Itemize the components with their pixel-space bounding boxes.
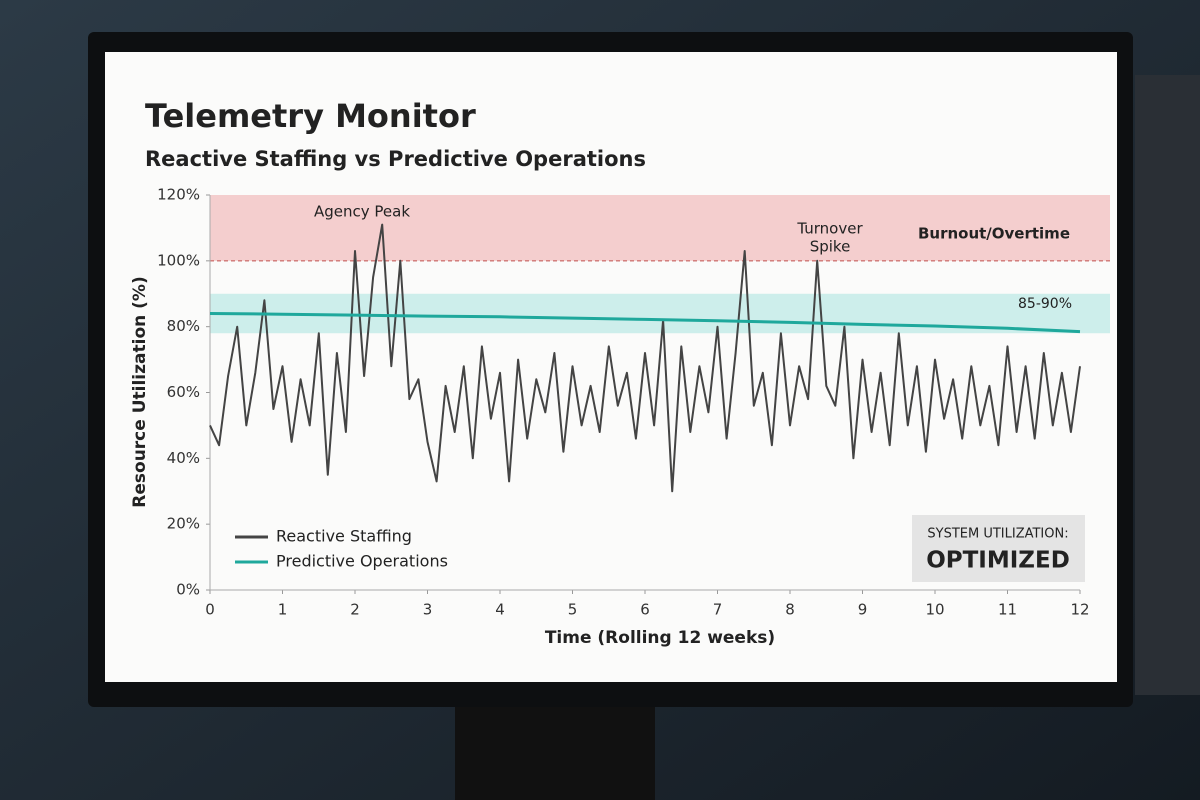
x-tick-label: 8 <box>785 601 795 619</box>
x-tick-label: 2 <box>350 601 360 619</box>
band <box>210 195 1110 261</box>
x-tick-label: 5 <box>568 601 578 619</box>
monitor-stand <box>455 690 655 800</box>
series-line <box>209 312 1081 334</box>
y-tick-label: 80% <box>167 317 200 335</box>
x-axis-label: Time (Rolling 12 weeks) <box>545 628 775 648</box>
band-label: 85-90% <box>1018 296 1072 312</box>
series-line <box>209 223 1081 493</box>
x-tick-label: 4 <box>495 601 505 619</box>
annotation: Agency Peak <box>314 203 410 221</box>
y-tick-label: 20% <box>167 515 200 533</box>
x-tick-label: 11 <box>998 601 1017 619</box>
legend-label: Reactive Staffing <box>276 527 412 546</box>
annotation: Turnover <box>796 220 863 238</box>
x-tick-label: 1 <box>278 601 288 619</box>
x-tick-label: 6 <box>640 601 650 619</box>
band-label: Burnout/Overtime <box>918 224 1070 242</box>
x-tick-label: 0 <box>205 601 215 619</box>
x-tick-label: 9 <box>858 601 868 619</box>
x-tick-label: 3 <box>423 601 433 619</box>
y-axis-label: Resource Utilization (%) <box>130 276 150 507</box>
status-label: SYSTEM UTILIZATION: <box>927 527 1068 542</box>
y-tick-label: 100% <box>157 251 200 269</box>
chart-title: Telemetry Monitor <box>145 97 476 135</box>
x-tick-label: 7 <box>713 601 723 619</box>
y-tick-label: 60% <box>167 383 200 401</box>
legend-label: Predictive Operations <box>276 552 448 571</box>
x-tick-label: 12 <box>1070 601 1089 619</box>
chart-subtitle: Reactive Staffing vs Predictive Operatio… <box>145 147 646 171</box>
x-tick-label: 10 <box>925 601 944 619</box>
status-box <box>912 515 1085 582</box>
y-tick-label: 40% <box>167 449 200 467</box>
y-tick-label: 120% <box>157 186 200 204</box>
y-tick-label: 0% <box>176 581 200 599</box>
side-monitor <box>1135 75 1200 695</box>
status-value: OPTIMIZED <box>926 548 1070 574</box>
annotation: Spike <box>810 238 851 256</box>
